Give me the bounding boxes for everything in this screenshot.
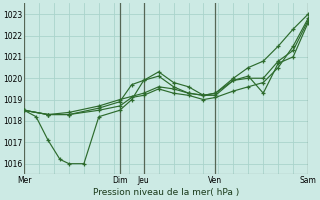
X-axis label: Pression niveau de la mer( hPa ): Pression niveau de la mer( hPa )	[93, 188, 239, 197]
